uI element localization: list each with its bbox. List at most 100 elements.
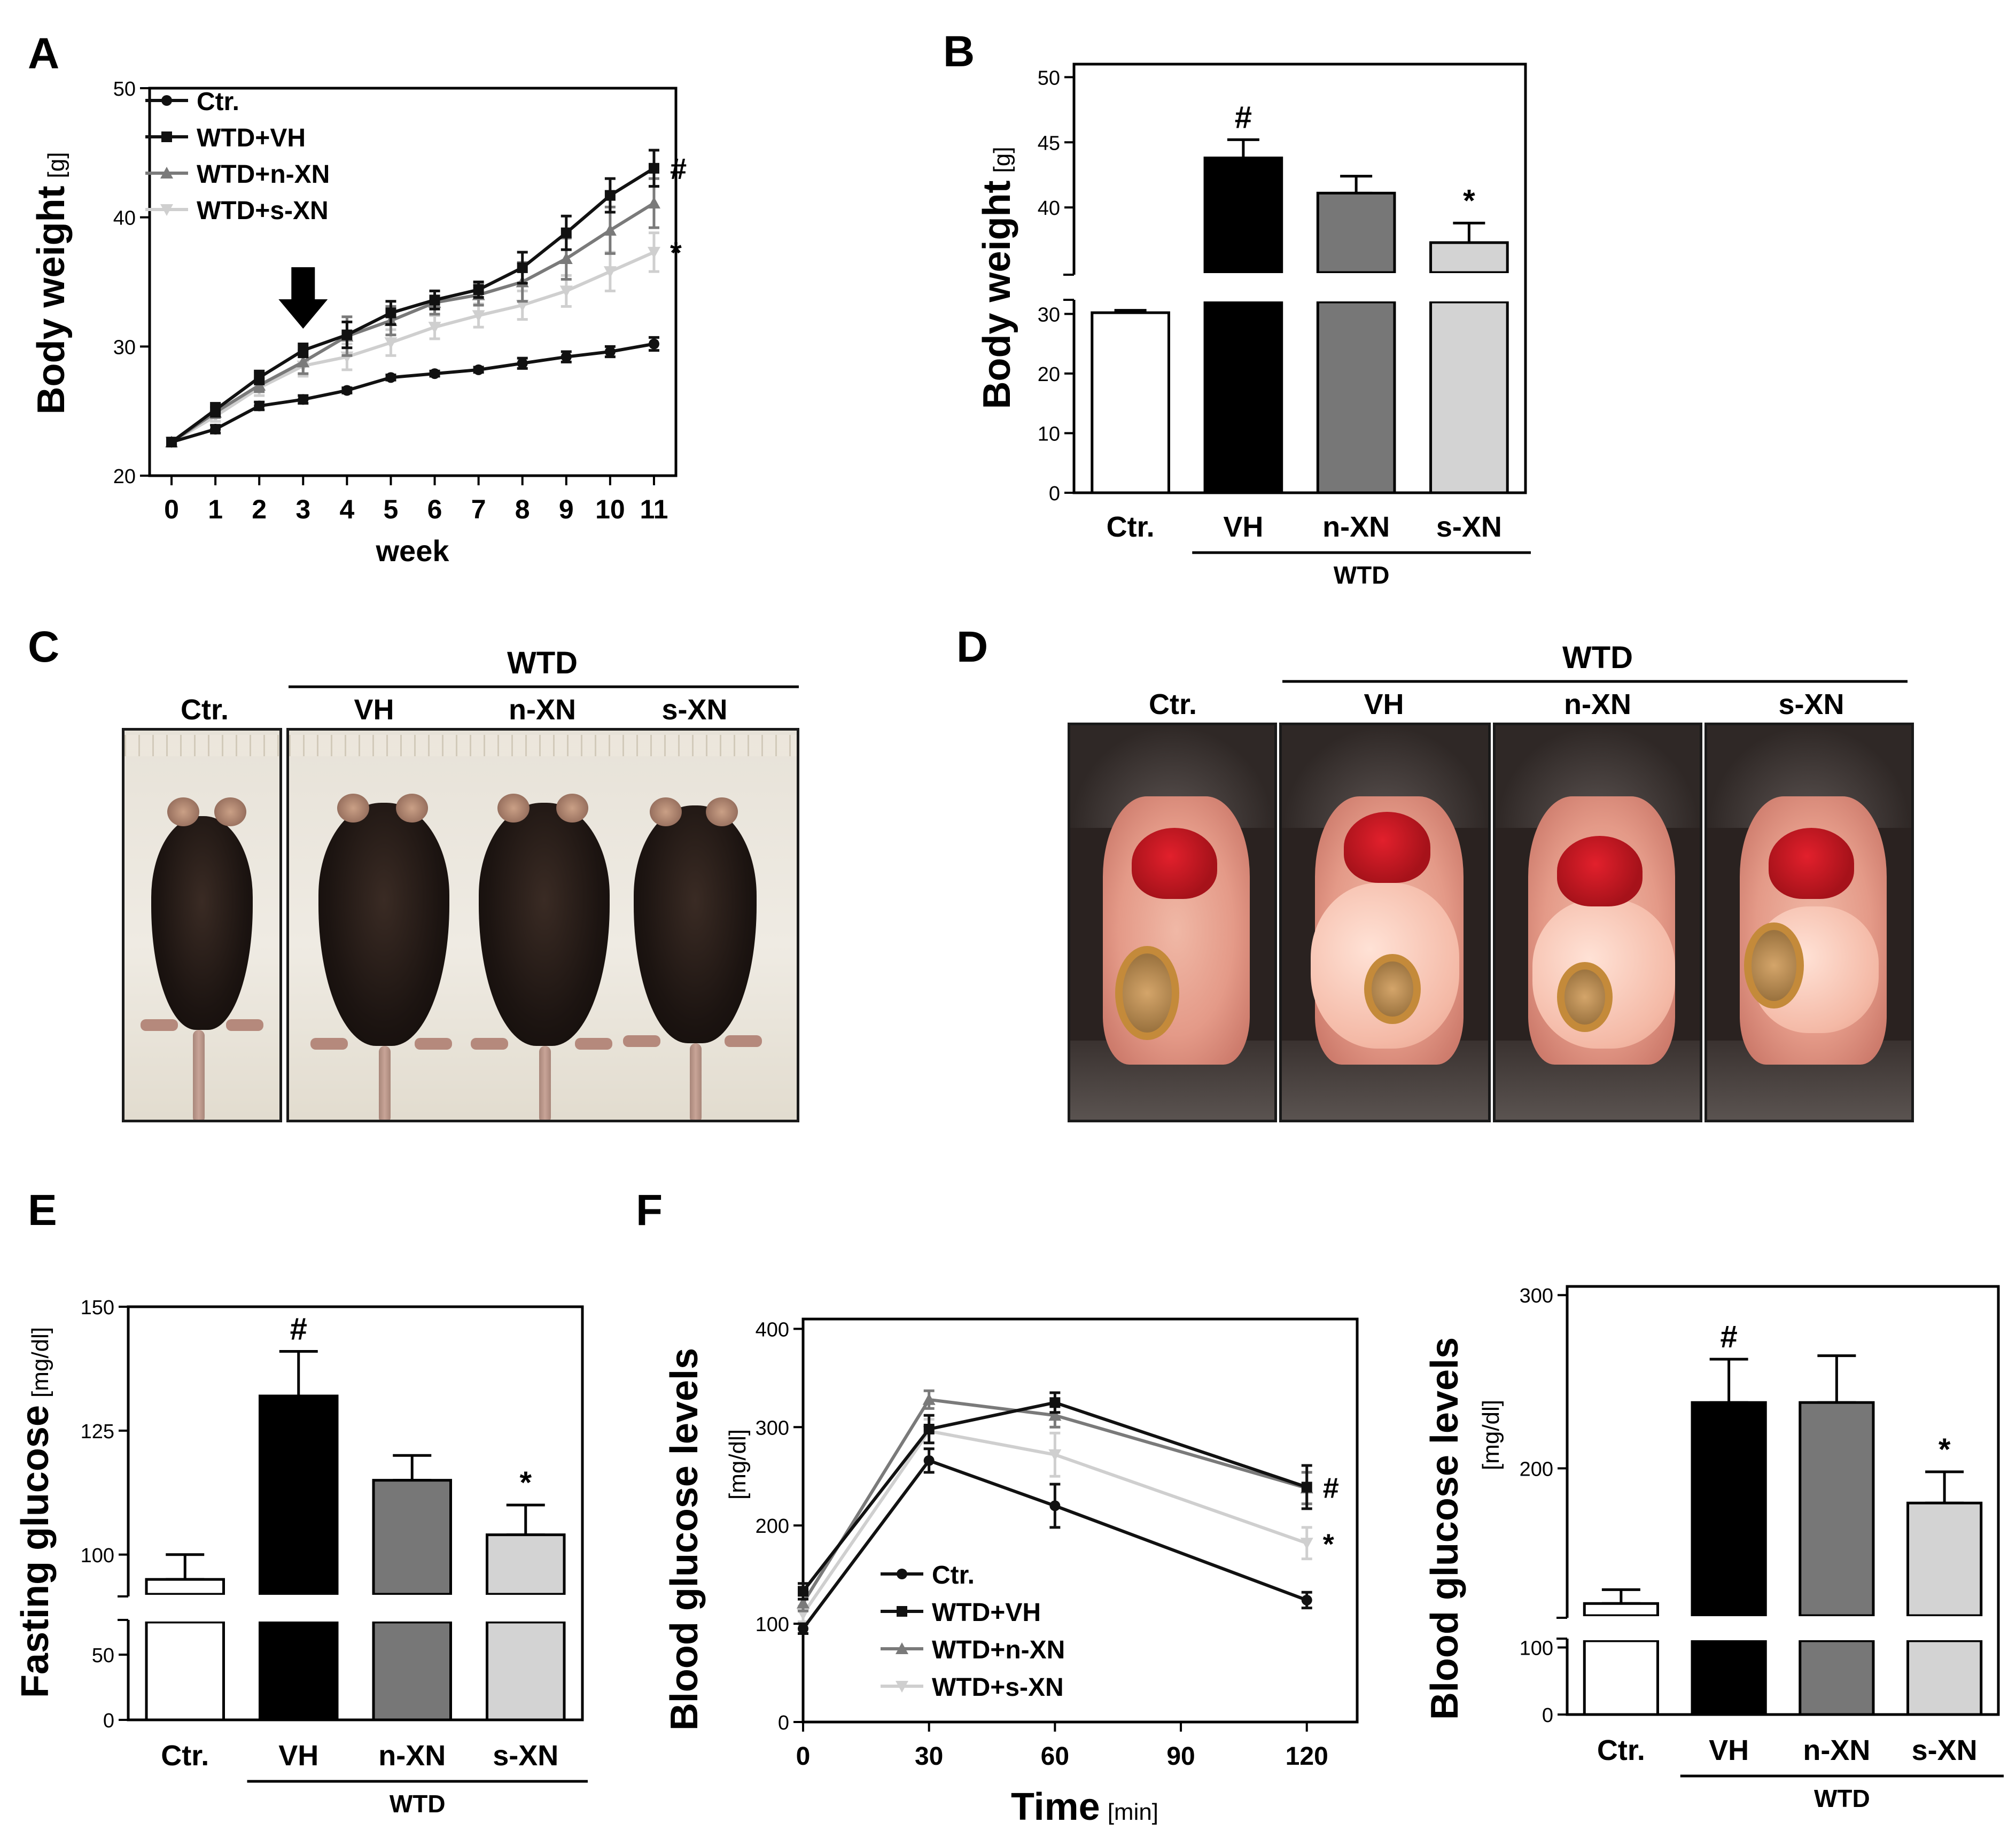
legend-label: Ctr.: [932, 1561, 975, 1589]
data-point: [472, 310, 485, 322]
significance-mark: *: [1323, 1528, 1334, 1560]
mouse-foot: [623, 1035, 660, 1047]
data-point: [604, 346, 616, 357]
x-tick-label: 5: [384, 494, 399, 524]
series-line-WTD+VH: [801, 1401, 1307, 1593]
chart-a: 20 30 40 50 0 1 2 3 4 5 6 7 8 9 10 11 # * Ctr. WTD+VH WTD+n-…: [30, 78, 687, 568]
x-axis-label: Time [min]: [1011, 1786, 1158, 1828]
significance-mark: #: [1323, 1472, 1339, 1504]
x-tick-label: 6: [427, 494, 442, 524]
mouse-foot: [415, 1038, 452, 1050]
category-label: VH: [1223, 511, 1263, 543]
y-axis-unit: [mg/dl]: [1478, 1400, 1504, 1470]
panel-label-e: E: [28, 1186, 57, 1235]
data-point: [473, 284, 484, 295]
intestine: [1556, 961, 1613, 1033]
category-label: VH: [1709, 1734, 1749, 1766]
ruler: [124, 735, 279, 756]
y-axis-label-main: Fasting glucose: [14, 1405, 57, 1698]
mouse-foot: [471, 1038, 508, 1050]
y-axis-label: Fasting glucose [mg/dl]: [14, 1327, 57, 1698]
x-axis-label-main: Time: [1011, 1786, 1100, 1828]
x-tick-label: 10: [595, 494, 625, 524]
bar-VH: [1691, 1401, 1767, 1617]
chart-f-timecourse: 0 100 200 300 400 0 30 60 90 120 # * Ctr. WTD+VH WTD+n…: [663, 1317, 1359, 1828]
y-axis-label: Blood glucose levels: [663, 1348, 706, 1731]
data-point: [603, 223, 617, 236]
data-point: [429, 294, 440, 306]
x-tick-label: 4: [339, 494, 354, 524]
photo-d-nxn: [1493, 723, 1702, 1122]
series-line-WTD+s-XN: [170, 251, 655, 444]
mouse-ear: [214, 797, 246, 826]
data-point: [1301, 1482, 1312, 1493]
bar-break-gap: [1581, 1616, 1661, 1640]
significance-mark: *: [1939, 1432, 1951, 1467]
photo-c-wtd: [286, 728, 799, 1122]
bar-n-XN-lower: [372, 1620, 452, 1721]
y-tick-label: 400: [756, 1318, 789, 1341]
photo-c-label-ctr: Ctr.: [181, 694, 229, 726]
data-point: [298, 345, 309, 356]
photo-d-label-ctr: Ctr.: [1149, 688, 1197, 720]
y-tick-label: 10: [1038, 423, 1060, 445]
category-label: n-XN: [1322, 511, 1390, 543]
plot-frame: [801, 1317, 1359, 1724]
bar-s-XN: [1429, 241, 1509, 274]
data-point: [297, 355, 310, 368]
legend-label: WTD+VH: [197, 124, 306, 152]
mouse-body: [318, 803, 449, 1046]
data-point: [797, 1596, 809, 1609]
data-point: [341, 385, 353, 396]
data-point: [428, 322, 441, 334]
plot-frame: [148, 87, 678, 477]
series-line-WTD+s-XN: [801, 1429, 1307, 1615]
legend-marker: [160, 204, 173, 216]
data-point: [559, 285, 573, 298]
photo-c-ctrl: [122, 728, 282, 1122]
y-tick-label: 300: [756, 1417, 789, 1439]
y-tick-label: 40: [1038, 197, 1060, 220]
data-point: [561, 227, 572, 238]
category-label: n-XN: [378, 1740, 446, 1772]
data-point: [1049, 1397, 1061, 1408]
axis-break-gap: [124, 1596, 133, 1620]
y-tick-label: 45: [1038, 132, 1060, 154]
bar-break-gap: [1314, 273, 1398, 301]
photo-d-label-sxn: s-XN: [1778, 688, 1844, 720]
bar-break-gap: [143, 1595, 227, 1622]
plot-frame: [1566, 1285, 2000, 1716]
y-tick-label: 150: [81, 1297, 114, 1319]
category-label: s-XN: [1912, 1734, 1978, 1766]
legend-marker: [897, 1606, 907, 1617]
mouse-foot: [141, 1019, 178, 1031]
mouse-ear: [706, 797, 738, 826]
bar-Ctr.: [1091, 311, 1170, 494]
x-tick-label: 1: [208, 494, 223, 524]
mouse-body: [479, 803, 610, 1046]
y-axis-label-main: Body weight: [976, 180, 1018, 409]
x-tick-label: 7: [471, 494, 486, 524]
mouse-ear: [497, 794, 530, 823]
y-tick-label: 0: [103, 1710, 114, 1732]
mouse-ear: [396, 794, 428, 823]
chart-b: 0 10 20 30 40 45 50 Ctr. # VH n-XN * s-XN WTD Body wei…: [976, 63, 1531, 589]
panel-label-f: F: [636, 1186, 663, 1235]
y-tick-label: 200: [756, 1515, 789, 1538]
liver: [1131, 827, 1218, 899]
y-axis-label: Body weight [g]: [976, 147, 1018, 409]
data-point: [166, 437, 177, 448]
legend-marker: [160, 167, 173, 179]
y-tick-label: 30: [113, 336, 136, 359]
x-axis-label-unit: [min]: [1108, 1799, 1158, 1825]
data-point: [384, 337, 398, 350]
bar-VH: [259, 1394, 339, 1596]
group-label: WTD: [390, 1790, 446, 1818]
panel-label-a: A: [28, 29, 59, 78]
bar-n-XN: [1799, 1401, 1875, 1617]
y-tick-label: 50: [1038, 67, 1060, 89]
y-tick-label: 0: [1542, 1704, 1553, 1727]
panel-label-c: C: [28, 623, 59, 671]
category-label: n-XN: [1803, 1734, 1870, 1766]
